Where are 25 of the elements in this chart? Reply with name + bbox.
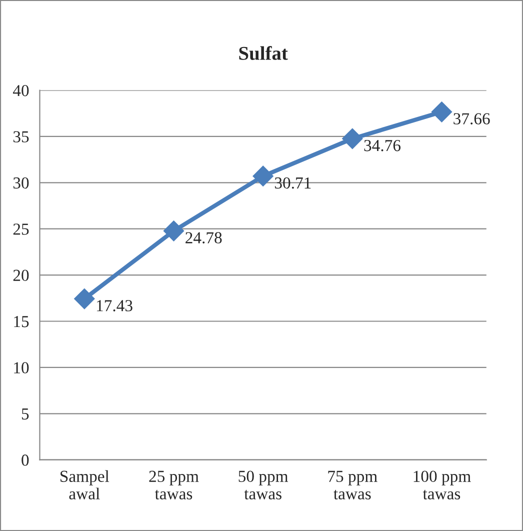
y-tick-label: 15 (14, 316, 29, 328)
point (431, 102, 452, 122)
y-tick-label: 25 (13, 224, 29, 235)
data-label: 34.76 (364, 140, 401, 152)
point (74, 288, 95, 310)
y-tick-label: 30 (13, 177, 29, 189)
y-tick-label: 20 (13, 270, 29, 282)
chart-title: Sulfat (239, 46, 288, 60)
point (252, 166, 274, 186)
data-label: 17.43 (96, 300, 132, 312)
y-tick-label: 40 (12, 84, 29, 96)
x-tick-label: 50 ppm tawas (238, 470, 288, 500)
y-tick-label: 0 (22, 454, 29, 466)
x-tick-label: Sampel awal (60, 470, 110, 500)
data-label: 37.66 (454, 113, 490, 124)
x-tick-label: 25 ppm tawas (149, 470, 199, 500)
data-label: 30.71 (274, 177, 311, 189)
y-tick-label: 10 (14, 362, 29, 374)
data-label: 24.78 (186, 232, 222, 244)
point (342, 128, 363, 150)
point (163, 220, 184, 242)
x-tick-label: 75 ppm tawas (328, 470, 378, 500)
y-tick-label: 35 (13, 131, 29, 142)
y-tick-label: 5 (22, 408, 29, 420)
x-tick-label: 100 ppm tawas (414, 470, 471, 500)
